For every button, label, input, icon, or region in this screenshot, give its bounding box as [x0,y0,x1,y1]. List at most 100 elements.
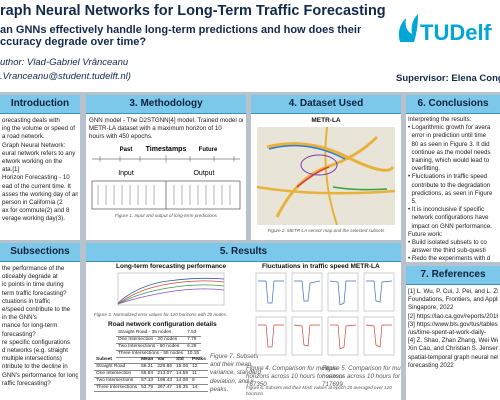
table-cell: 55.84 [139,370,156,378]
table-cell: 12 [190,363,208,371]
question-line: an GNNs effectively handle long-term pre… [0,24,362,36]
heading: 7. References [406,266,500,285]
text-line: the performance of the [2,265,65,272]
caption: Figure 2. METR-LA sensor map and the sel… [267,228,385,233]
text-line: mance for long-term [2,322,58,330]
question-line: ccuracy degrade over time? [0,36,147,48]
text-line: peaks. [210,385,229,393]
text-line: forecasting? [2,330,36,338]
text-line: Horizon Forecasting - 10 [2,174,70,182]
table-cell: One Intersection - 20 nodes [116,336,186,344]
text: GNN model - The D2STGNN[4] model. Traine… [86,114,246,145]
text-line: • Logarithmic growth for avera [408,124,491,132]
table-cell: One Intersection [94,370,140,378]
text-line: impact on GNN performance. [408,222,492,230]
text-line: 80 as seen in Figure 3. It did [408,140,490,148]
header-cell: Subset [94,357,140,364]
methodology: 3. Methodology GNN model - The D2STGNN[4… [86,95,246,240]
text: the performance of the oticeably degrade … [0,262,80,391]
table-cell: 198.43 [155,377,174,385]
table-cell: 7.79 [185,336,202,344]
table-cell: 226.86 [155,363,174,371]
text-line: oticeably degrade at [2,273,58,281]
label: Output [193,170,214,177]
results: 5. Results Long-term forecasting perform… [86,243,401,400]
map-title: METR-LA [311,117,341,124]
text-line: spatial-temporal graph neural network fo… [408,353,498,361]
text-line: Singapore, 2022 [408,304,454,312]
text-line: • Redo the experiments with d [408,255,491,262]
caption: Figure 3. Normalized error values for 12… [94,312,228,317]
text-line: training, which would lead to [408,157,490,165]
logo-text: TUDelft [420,20,492,45]
text-line: ing the volume or speed of [2,125,75,133]
text-line: re specific configurations [2,338,71,346]
text-line: /us/time-spent-at-work-daily- [408,329,487,337]
author: uthor: Vlad-Gabriel Vrânceanu [0,57,129,68]
text-line: Figure 5. Comparison for multiple [322,365,401,372]
text-line: e/speed contribute to the [2,306,71,314]
text-line: Figure 4. Comparison for multiple [246,365,338,372]
table-cell: 14 [190,384,208,392]
text-line: ntribute to the decline in [2,363,68,371]
text-line: Xin Cao, and Christian S. Jensen. Decoup… [408,345,498,353]
table-cell: Straight Road [94,363,140,371]
text-line: 717699 [322,381,343,389]
heading: 5. Results [86,243,401,262]
table-cell: 53.79 [139,384,156,392]
table-cell: Three Intersections [94,384,140,392]
supervisor: Supervisor: Elena Conge [396,73,500,84]
text-line: • Build isolated subsets to co [408,239,487,247]
table: Subset Mean Var Std Peaks Straight Road 56.21 2… [94,357,208,392]
title: raph Neural Networks for Long-Term Traff… [0,3,386,19]
io-diagram: Past Timestamps Future Input Output Figu… [91,146,241,218]
small-multiples [255,272,395,356]
table-cell: 213.07 [155,370,174,378]
caption: Figure 5. Comparison for multiplehorizon… [322,365,401,390]
table-row: One Intersection 55.84 213.07 14.59 11 [94,370,208,378]
text-line: ata.[1] [2,166,20,174]
table-row: One Intersection - 20 nodes 7.79 [116,336,202,344]
header-cell: Var [155,357,174,364]
table-cell: 14.59 [174,370,191,378]
text-line: 5. [408,198,417,206]
performance-chart [117,272,225,306]
text-line: in the GNN's [2,314,37,322]
text-line: Graph Neural Network: [2,141,66,149]
text-line: ax for commute(2) and 8 [2,207,70,215]
text-line: answer the third sub-questi [408,247,486,255]
text-line: deviation, and # [210,377,254,385]
text-line: orecasting deals with [2,117,60,124]
label: Past [120,147,133,153]
dataset: 4. Dataset Used METR-LA Figure 2. METR-L… [251,95,401,240]
question: an GNNs effectively handle long-term pre… [0,24,361,48]
text-line: and their mean, [210,361,253,369]
text-line: 767350 [246,381,267,389]
logo: TUDelft [398,14,492,45]
email: .Vranceanu@student.tudelft.nl) [0,71,131,82]
text-line: hours with 450 epochs. [89,133,153,141]
text-line: horizons across 10 hours for sensor [322,373,401,381]
text-line: variance, standard [210,369,261,377]
table-row: Three Intersections 53.79 267.47 16.35 14 [94,384,208,392]
table-cell: 16.35 [174,384,191,392]
heading: 4. Dataset Used [251,95,401,114]
text: orecasting deals with ing the volume or s… [0,114,80,227]
table-cell: 267.47 [155,384,174,392]
table: Straight Road - 35 nodes 7.53 One Intersec… [116,330,202,358]
text-line: horizons across 10 hours for sensor [246,373,345,381]
text-line: METR-LA dataset with a maximum horizon o… [89,125,222,133]
text-line: predictions, as seen in Figure [408,189,493,197]
conclusions: 6. Conclusions Interpreting the results:… [406,95,500,262]
text-line: [1] L. Wu, P. Cui, J. Pei, and L. Zhao. … [408,288,498,295]
table-cell: 56.21 [139,363,156,371]
text-line: forecasting 2022 [408,361,454,369]
text-line: asses the working day of an [2,190,78,198]
references: 7. References [1] L. Wu, P. Cui, J. Pei,… [406,266,500,400]
text-line: etwork working on the [2,158,63,166]
text-line: ctuations in traffic [2,297,51,305]
text-line: verage working day(3). [2,215,65,223]
table-row: Straight Road 56.21 226.86 15.06 12 [94,363,208,371]
header: raph Neural Networks for Long-Term Traff… [0,0,500,92]
